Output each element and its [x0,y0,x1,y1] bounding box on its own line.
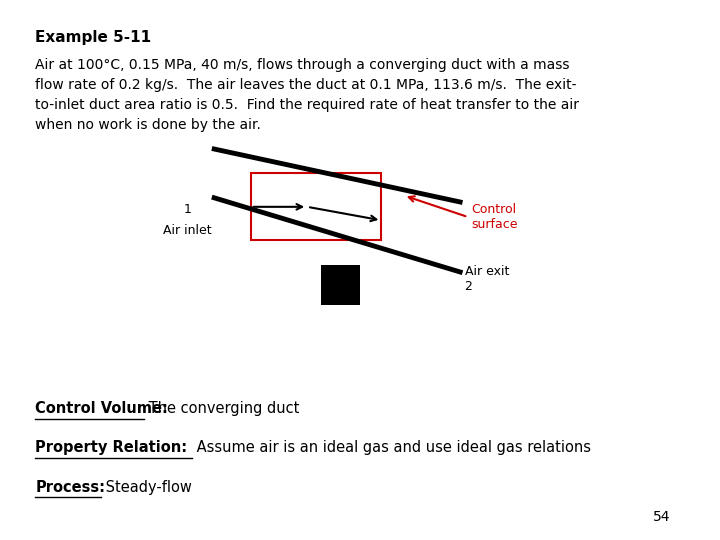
Text: Air inlet: Air inlet [163,224,212,237]
Text: Assume air is an ideal gas and use ideal gas relations: Assume air is an ideal gas and use ideal… [192,440,591,455]
Text: Air exit
2: Air exit 2 [464,265,509,293]
Text: 54: 54 [653,510,671,524]
Text: Control Volume:: Control Volume: [35,401,168,416]
Text: Process:: Process: [35,480,105,495]
Text: Control
surface: Control surface [472,203,518,231]
Bar [251,173,382,240]
Text: Property Relation:: Property Relation: [35,440,187,455]
Text: Steady-flow: Steady-flow [101,480,192,495]
Text: The converging duct: The converging duct [144,401,300,416]
Text: 1: 1 [183,203,191,216]
Text: Example 5-11: Example 5-11 [35,30,151,45]
Bar [321,265,360,305]
Text: Air at 100°C, 0.15 MPa, 40 m/s, flows through a converging duct with a mass
flow: Air at 100°C, 0.15 MPa, 40 m/s, flows th… [35,58,580,132]
